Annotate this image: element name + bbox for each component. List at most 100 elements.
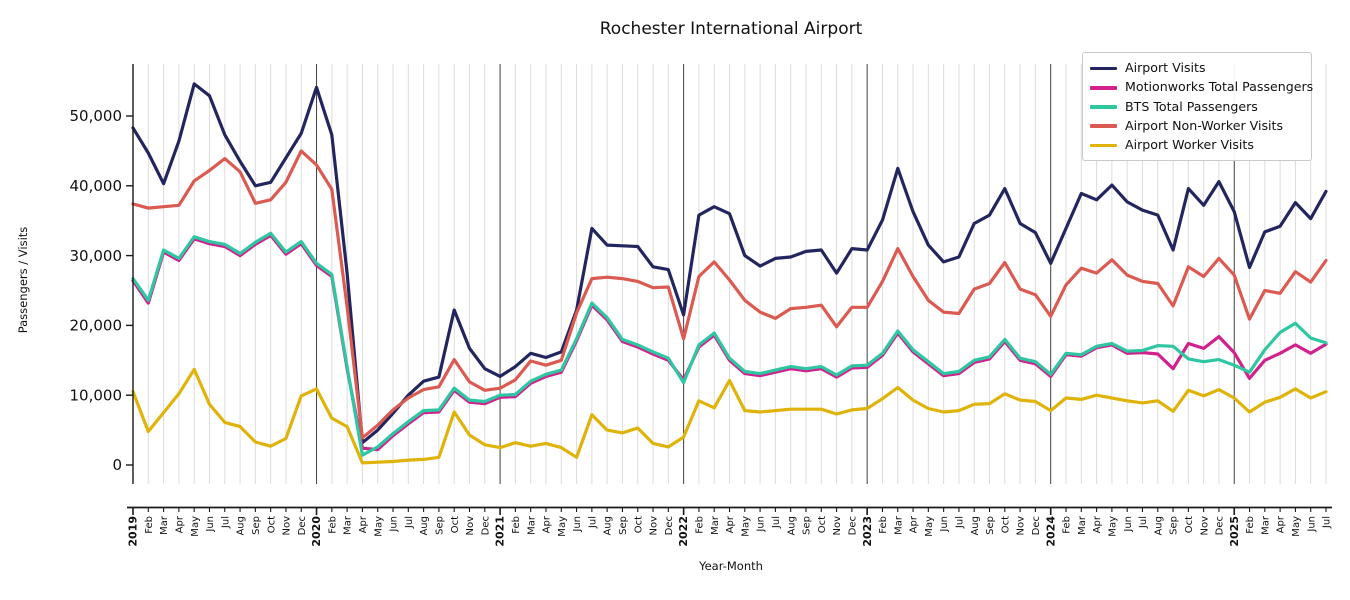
legend-label: Airport Non-Worker Visits	[1125, 117, 1284, 133]
y-tick-label: 10,000	[70, 386, 123, 404]
month-tick-label: Oct	[450, 516, 461, 533]
month-tick-label: Nov	[1016, 516, 1027, 536]
month-tick-label: Jul	[1322, 516, 1333, 529]
legend-item: Motionworks Total Passengers	[1090, 78, 1313, 97]
month-tick-label: Mar	[526, 515, 537, 535]
month-tick-label: Oct	[817, 516, 828, 533]
y-tick-label: 0	[112, 456, 122, 474]
axis-layer: 0 10,000 20,000 30,000 40,000 50,000 2019 Feb Ma…	[70, 64, 1333, 547]
month-tick-label: Jul	[404, 516, 415, 529]
legend-item: Airport Non-Worker Visits	[1090, 117, 1303, 136]
month-tick-label: Aug	[603, 516, 614, 536]
month-tick-label: Nov	[1199, 516, 1210, 536]
month-tick-label: Sep	[618, 516, 629, 535]
y-axis-label: Passengers / Visits	[16, 227, 30, 334]
month-tick-label: Jul	[1138, 516, 1149, 529]
month-tick-label: Apr	[174, 515, 185, 533]
month-tick-label: Sep	[251, 516, 262, 535]
month-tick-label: Nov	[282, 516, 293, 536]
month-tick-label: Aug	[970, 516, 981, 536]
legend-label: BTS Total Passengers	[1125, 98, 1258, 114]
month-tick-label: Sep	[435, 516, 446, 535]
month-tick-label: Apr	[909, 515, 920, 533]
y-tick-label: 30,000	[70, 247, 123, 265]
month-tick-label: Aug	[786, 516, 797, 536]
legend-label: Airport Worker Visits	[1125, 137, 1254, 153]
month-tick-label: Oct	[633, 516, 644, 533]
month-tick-label: Oct	[1184, 516, 1195, 533]
month-tick-label: Mar	[710, 515, 721, 535]
chart-title: Rochester International Airport	[600, 19, 863, 39]
month-tick-label: Mar	[893, 515, 904, 535]
month-tick-label: Oct	[1000, 516, 1011, 533]
month-tick-label: Jun	[1123, 516, 1134, 533]
month-tick-label: Aug	[236, 516, 247, 536]
month-tick-label: Dec	[664, 516, 675, 535]
month-tick-label: Jun	[1306, 516, 1317, 533]
month-tick-label: Jul	[220, 516, 231, 529]
month-tick-label: May	[373, 516, 384, 537]
month-tick-label: Apr	[542, 515, 553, 533]
y-tick-label: 50,000	[70, 107, 123, 125]
month-tick-label: Feb	[511, 516, 522, 534]
month-tick-label: Dec	[847, 516, 858, 535]
month-tick-label: Mar	[1260, 515, 1271, 535]
month-tick-label: Feb	[327, 516, 338, 534]
month-tick-label: Jun	[939, 516, 950, 533]
year-tick-label: 2021	[494, 516, 507, 547]
month-tick-label: Nov	[649, 516, 660, 536]
month-tick-label: Apr	[1092, 515, 1103, 533]
month-tick-label: Dec	[297, 516, 308, 535]
legend-label: Motionworks Total Passengers	[1125, 79, 1314, 95]
month-tick-label: May	[1291, 516, 1302, 537]
month-tick-label: Dec	[1031, 516, 1042, 535]
year-tick-label: 2024	[1044, 516, 1057, 547]
year-tick-label: 2023	[861, 516, 874, 547]
legend-swatch	[1090, 143, 1117, 148]
month-tick-label: May	[557, 516, 568, 537]
month-tick-label: Oct	[266, 516, 277, 533]
year-tick-label: 2022	[677, 516, 690, 547]
month-tick-label: Sep	[985, 516, 996, 535]
month-tick-label: May	[1107, 516, 1118, 537]
month-tick-label: Apr	[1276, 515, 1287, 533]
y-tick-label: 40,000	[70, 177, 123, 195]
legend: Airport Visits Motionworks Total Passenge…	[1082, 52, 1313, 161]
month-tick-label: Apr	[358, 515, 369, 533]
year-tick-label: 2025	[1228, 516, 1241, 547]
series-layer	[131, 82, 1328, 465]
month-tick-label: Jul	[587, 516, 598, 529]
series-line-airport-worker-visits	[131, 367, 1328, 465]
month-tick-label: Feb	[695, 516, 706, 534]
month-tick-label: Jul	[771, 516, 782, 529]
month-tick-label: Dec	[1215, 516, 1226, 535]
series-line-airport-non-worker-visits	[131, 149, 1328, 440]
month-tick-label: Nov	[832, 516, 843, 536]
month-tick-label: Nov	[465, 516, 476, 536]
year-tick-label: 2019	[127, 516, 140, 547]
month-tick-label: Aug	[419, 516, 430, 536]
month-tick-label: Jul	[955, 516, 966, 529]
month-tick-label: May	[740, 516, 751, 537]
month-tick-label: Jun	[205, 516, 216, 533]
month-tick-label: Feb	[144, 516, 155, 534]
legend-swatch	[1090, 124, 1117, 128]
legend-item: Airport Worker Visits	[1090, 136, 1303, 155]
month-tick-label: Mar	[1077, 515, 1088, 535]
month-tick-label: May	[924, 516, 935, 537]
month-tick-label: Sep	[1169, 516, 1180, 535]
series-line-bts-total-passengers	[131, 231, 1328, 457]
y-tick-label: 20,000	[70, 317, 123, 335]
month-tick-label: Apr	[725, 515, 736, 533]
month-tick-label: Jun	[572, 516, 583, 533]
legend-label: Airport Visits	[1125, 60, 1206, 76]
month-tick-label: Jun	[389, 516, 400, 533]
legend-swatch	[1090, 85, 1117, 90]
month-tick-label: Jun	[756, 516, 767, 533]
month-tick-label: Mar	[343, 515, 354, 535]
month-tick-label: Sep	[802, 516, 813, 535]
legend-swatch	[1090, 105, 1117, 109]
legend-item: BTS Total Passengers	[1090, 97, 1303, 116]
